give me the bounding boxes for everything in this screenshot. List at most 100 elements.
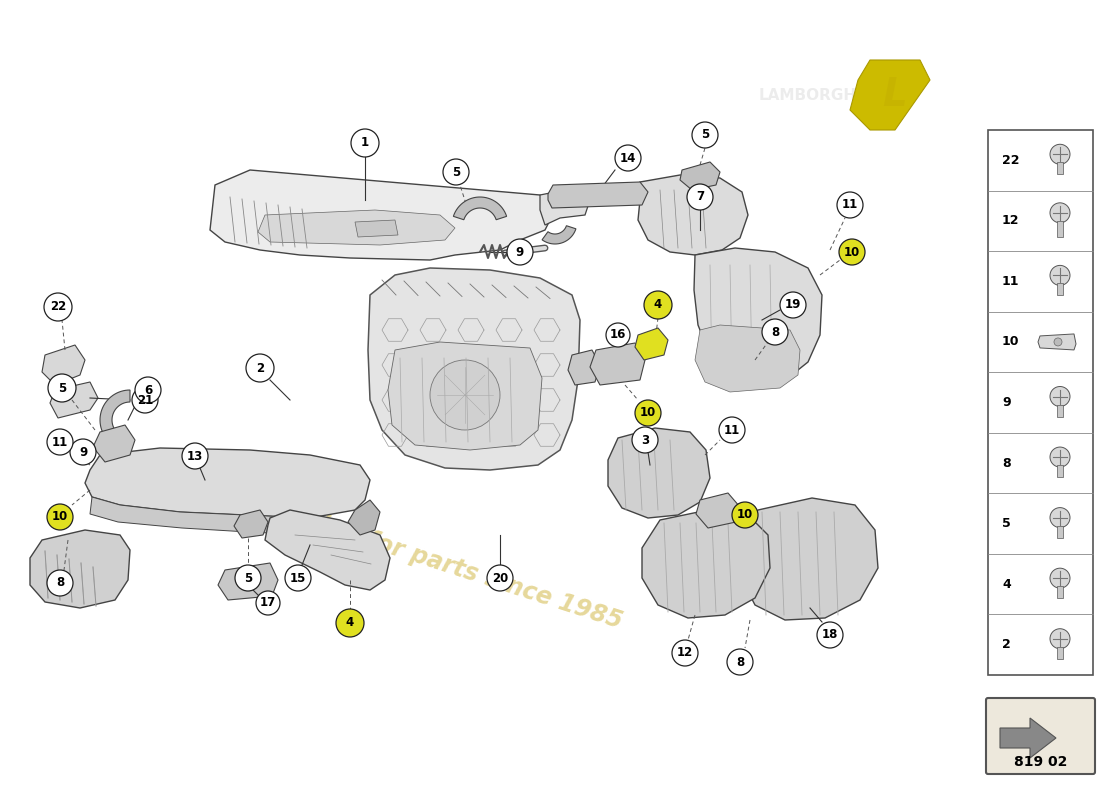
Text: 5: 5 (452, 166, 460, 178)
Polygon shape (695, 325, 800, 392)
Circle shape (672, 640, 698, 666)
Polygon shape (388, 342, 542, 450)
Bar (1057, 405, 1063, 417)
Text: 5: 5 (701, 129, 710, 142)
Circle shape (336, 609, 364, 637)
Polygon shape (85, 448, 370, 518)
Text: 12: 12 (676, 646, 693, 659)
FancyBboxPatch shape (986, 698, 1094, 774)
Circle shape (351, 129, 380, 157)
Circle shape (132, 387, 158, 413)
Text: 8: 8 (771, 326, 779, 338)
Polygon shape (738, 498, 878, 620)
Circle shape (727, 649, 754, 675)
Polygon shape (548, 182, 648, 208)
Polygon shape (635, 328, 668, 360)
Circle shape (1050, 508, 1070, 528)
Circle shape (507, 239, 534, 265)
Circle shape (732, 502, 758, 528)
Circle shape (47, 429, 73, 455)
Text: 12: 12 (1002, 214, 1020, 227)
Polygon shape (100, 390, 130, 438)
Polygon shape (608, 428, 710, 518)
Bar (1057, 221, 1063, 237)
Text: 11: 11 (842, 198, 858, 211)
Text: 5: 5 (244, 571, 252, 585)
Polygon shape (590, 343, 645, 385)
Polygon shape (348, 500, 380, 535)
Text: 22: 22 (1002, 154, 1020, 166)
Circle shape (780, 292, 806, 318)
Text: 9: 9 (1002, 396, 1011, 409)
Polygon shape (234, 510, 268, 538)
Text: 10: 10 (52, 510, 68, 523)
Text: 20: 20 (492, 571, 508, 585)
Circle shape (1050, 203, 1070, 223)
Text: 10: 10 (1002, 335, 1020, 349)
Circle shape (719, 417, 745, 443)
Text: 14: 14 (619, 151, 636, 165)
Text: 11: 11 (724, 423, 740, 437)
Circle shape (246, 354, 274, 382)
Bar (988, 130, 1093, 675)
Text: 2: 2 (1002, 638, 1011, 651)
Bar (1057, 586, 1063, 598)
Text: 10: 10 (640, 406, 656, 419)
Circle shape (487, 565, 513, 591)
Polygon shape (568, 350, 600, 385)
Polygon shape (642, 510, 770, 618)
Polygon shape (42, 345, 85, 385)
Polygon shape (542, 226, 576, 244)
Circle shape (1050, 568, 1070, 588)
Text: 15: 15 (289, 571, 306, 585)
Text: 819 02: 819 02 (1014, 755, 1067, 769)
Circle shape (70, 439, 96, 465)
Circle shape (44, 293, 72, 321)
Circle shape (48, 374, 76, 402)
Circle shape (135, 377, 161, 403)
Text: 10: 10 (737, 509, 754, 522)
Text: 6: 6 (144, 383, 152, 397)
Bar (1057, 526, 1063, 538)
Polygon shape (218, 563, 278, 600)
Circle shape (1054, 338, 1062, 346)
Circle shape (615, 145, 641, 171)
Text: 3: 3 (641, 434, 649, 446)
Bar (1057, 646, 1063, 658)
Polygon shape (265, 510, 390, 590)
Text: 11: 11 (52, 435, 68, 449)
Polygon shape (696, 493, 740, 528)
Polygon shape (368, 268, 580, 470)
Polygon shape (540, 190, 590, 225)
Text: 9: 9 (516, 246, 524, 258)
Circle shape (47, 504, 73, 530)
Circle shape (235, 565, 261, 591)
Text: LAMBORGHINI: LAMBORGHINI (759, 87, 881, 102)
Bar (1057, 162, 1063, 174)
Polygon shape (258, 210, 455, 245)
Text: 22: 22 (50, 301, 66, 314)
Polygon shape (210, 170, 556, 260)
Circle shape (1050, 386, 1070, 406)
Circle shape (47, 570, 73, 596)
Text: 17: 17 (260, 597, 276, 610)
Text: 5: 5 (58, 382, 66, 394)
Circle shape (285, 565, 311, 591)
Bar (1057, 283, 1063, 295)
Polygon shape (850, 60, 930, 130)
Circle shape (644, 291, 672, 319)
Circle shape (839, 239, 865, 265)
Polygon shape (694, 248, 822, 382)
Text: 8: 8 (1002, 457, 1011, 470)
Polygon shape (453, 197, 507, 220)
Polygon shape (1038, 334, 1076, 350)
Polygon shape (50, 382, 98, 418)
Circle shape (1050, 629, 1070, 649)
Circle shape (1050, 266, 1070, 286)
Text: 11: 11 (1002, 275, 1020, 288)
Text: 16: 16 (609, 329, 626, 342)
Circle shape (817, 622, 843, 648)
Circle shape (632, 427, 658, 453)
Text: 21: 21 (136, 394, 153, 406)
Text: 4: 4 (653, 298, 662, 311)
